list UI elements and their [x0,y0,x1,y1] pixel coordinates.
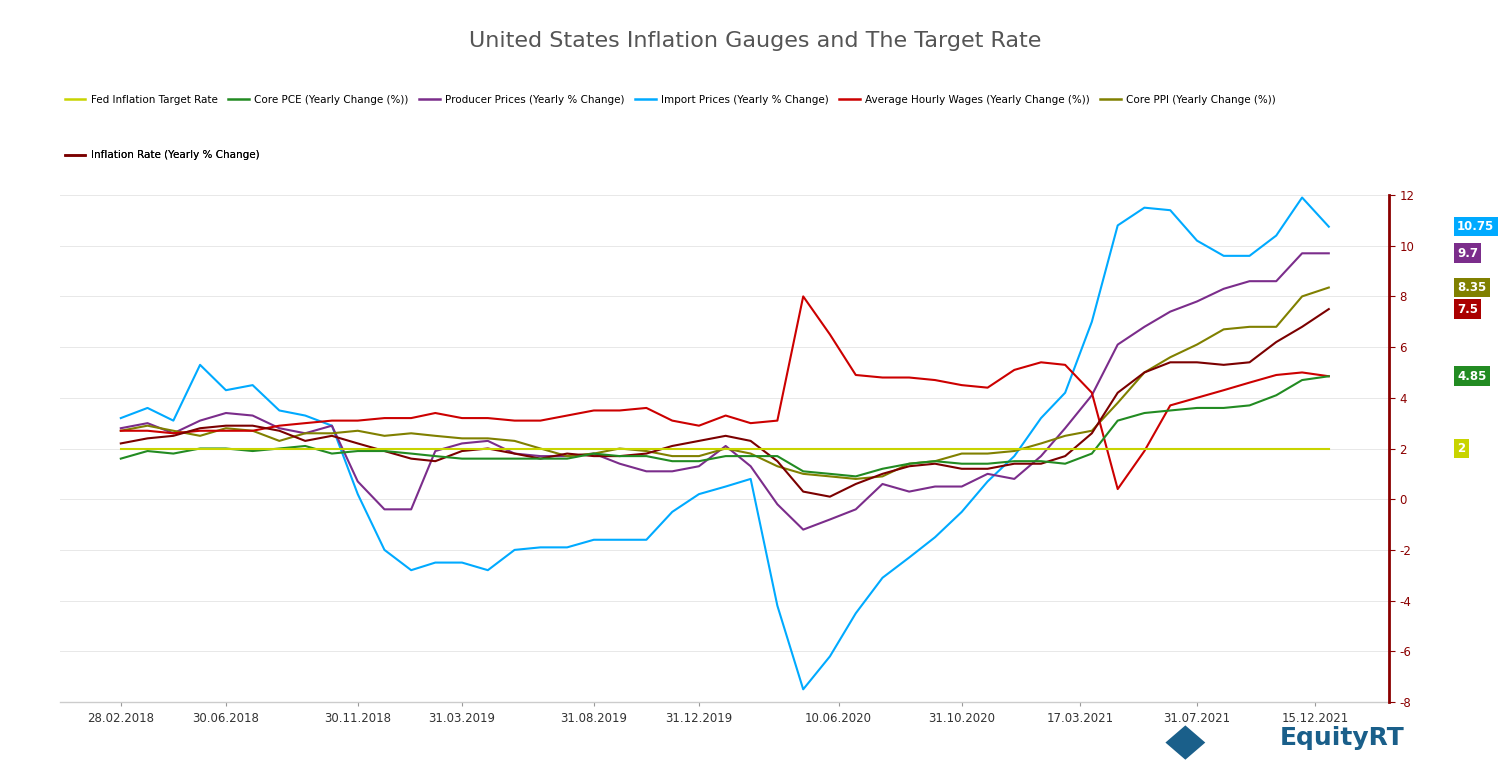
Text: 9.7: 9.7 [1457,246,1478,260]
Legend: Inflation Rate (Yearly % Change): Inflation Rate (Yearly % Change) [60,146,263,165]
Text: EquityRT: EquityRT [1279,726,1404,750]
Text: 2: 2 [1457,442,1465,455]
Text: 10.75: 10.75 [1457,220,1495,233]
Text: 8.35: 8.35 [1457,281,1486,294]
Text: 4.85: 4.85 [1457,370,1486,383]
Text: 7.5: 7.5 [1457,303,1478,316]
Text: United States Inflation Gauges and The Target Rate: United States Inflation Gauges and The T… [468,31,1042,51]
